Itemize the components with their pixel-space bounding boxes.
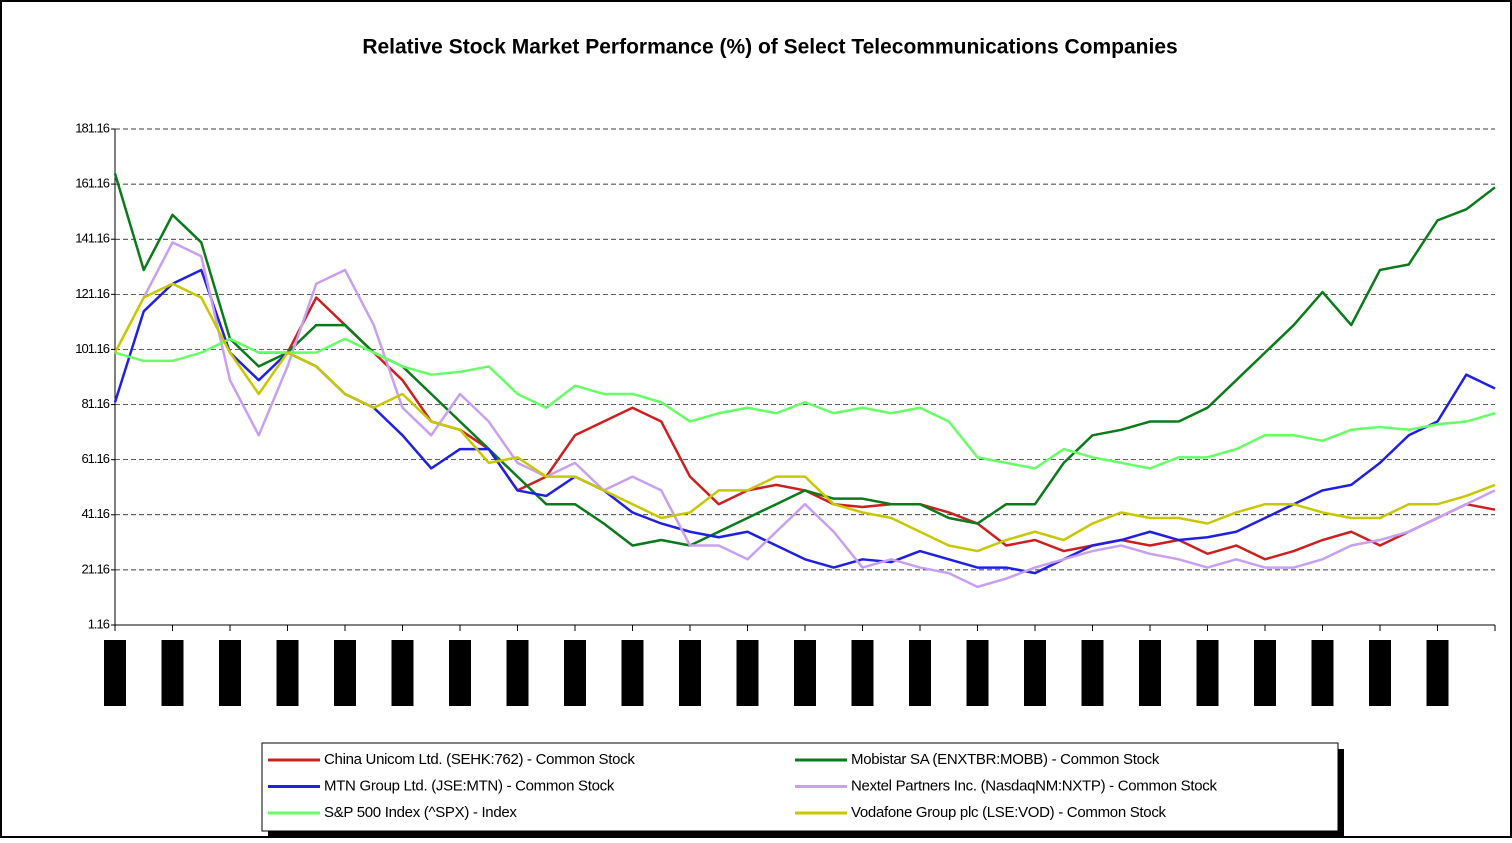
redacted-x-label [1024, 640, 1046, 706]
series-line [113, 282, 1496, 553]
y-tick-label: 41.16 [81, 506, 109, 521]
legend-label: Nextel Partners Inc. (NasdaqNM:NXTP) - C… [851, 777, 1217, 794]
y-tick-label: 21.16 [81, 561, 109, 576]
redacted-x-label [564, 640, 586, 706]
series-line [258, 296, 1496, 561]
legend-label: China Unicom Ltd. (SEHK:762) - Common St… [324, 751, 635, 768]
redacted-x-label [276, 640, 299, 706]
y-tick-label: 61.16 [81, 451, 109, 466]
legend-label: MTN Group Ltd. (JSE:MTN) - Common Stock [324, 777, 615, 794]
y-tick-label: 101.16 [75, 341, 110, 356]
redacted-x-label [104, 640, 126, 706]
redacted-x-label [1139, 640, 1161, 706]
redacted-x-label [1254, 640, 1276, 706]
legend-label: Mobistar SA (ENXTBR:MOBB) - Common Stock [851, 751, 1160, 768]
redacted-x-label [736, 640, 759, 706]
redacted-x-label [506, 640, 529, 706]
y-tick-label: 1.16 [88, 616, 110, 631]
legend-label: S&P 500 Index (^SPX) - Index [324, 804, 517, 821]
redacted-x-label [1311, 640, 1334, 706]
redacted-x-label [1081, 640, 1104, 706]
redacted-x-label [1426, 640, 1449, 706]
series-line [114, 337, 1496, 470]
redacted-x-label [794, 640, 816, 706]
redacted-x-label [161, 640, 184, 706]
redacted-x-label [679, 640, 701, 706]
redacted-x-label [391, 640, 414, 706]
y-tick-label: 121.16 [75, 286, 110, 301]
y-tick-label: 81.16 [81, 396, 109, 411]
y-tick-label: 141.16 [75, 231, 110, 246]
series-line [142, 241, 1496, 589]
series-line [113, 173, 1496, 547]
redacted-x-label [1369, 640, 1391, 706]
redacted-x-label [334, 640, 356, 706]
chart-title: Relative Stock Market Performance (%) of… [362, 36, 1177, 59]
y-tick-label: 181.16 [75, 120, 110, 135]
redacted-x-label [1196, 640, 1219, 706]
redacted-x-label [449, 640, 471, 706]
y-tick-label: 161.16 [75, 176, 110, 191]
redacted-x-label [621, 640, 644, 706]
redacted-x-label [909, 640, 931, 706]
redacted-x-label [851, 640, 874, 706]
redacted-x-label [966, 640, 989, 706]
legend-label: Vodafone Group plc (LSE:VOD) - Common St… [851, 804, 1167, 821]
redacted-x-label [219, 640, 241, 706]
